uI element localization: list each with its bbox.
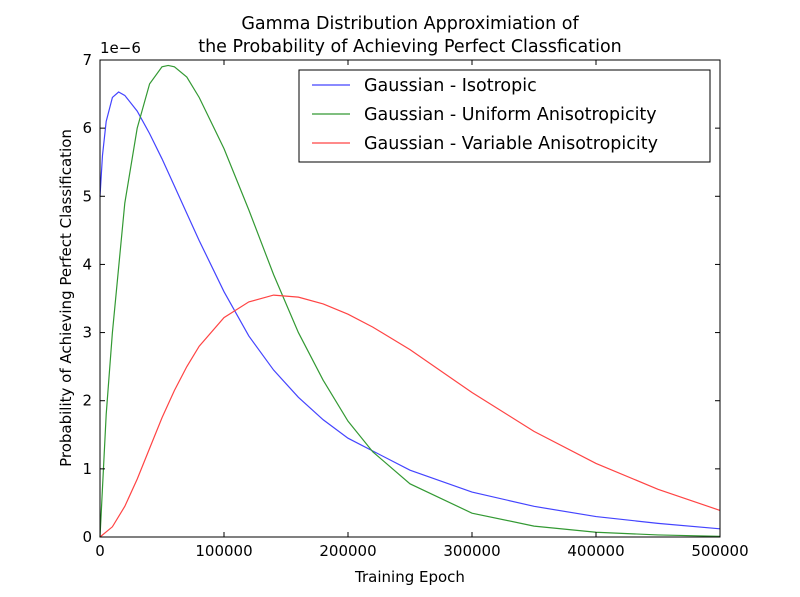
y-offset-label: 1e−6: [100, 39, 141, 57]
legend-label-uniform: Gaussian - Uniform Anisotropicity: [364, 105, 657, 125]
x-axis-label: Training Epoch: [354, 568, 465, 586]
y-tick-label: 7: [82, 51, 92, 69]
x-tick-label: 400000: [567, 542, 624, 560]
y-tick-label: 6: [82, 119, 92, 137]
legend-label-variable: Gaussian - Variable Anisotropicity: [364, 134, 658, 154]
legend: Gaussian - Isotropic Gaussian - Uniform …: [298, 69, 711, 163]
series-line-gaussian-uniform-anisotropicity: [99, 64, 721, 538]
x-tick-label: 0: [95, 542, 105, 560]
x-tick-label: 200000: [319, 542, 376, 560]
y-tick-label: 2: [82, 392, 92, 410]
y-axis-label: Probability of Achieving Perfect Classif…: [57, 129, 75, 467]
x-tick-label: 500000: [691, 542, 748, 560]
legend-box: [298, 69, 711, 163]
y-tick-label: 0: [82, 528, 92, 546]
series-line-gaussian-variable-anisotropicity: [99, 294, 721, 538]
x-tick-label: 100000: [195, 542, 252, 560]
plot-frame: [99, 59, 721, 538]
chart-title-line-2: the Probability of Achieving Perfect Cla…: [198, 37, 622, 57]
chart-title-line-1: Gamma Distribution Approximiation of: [241, 14, 579, 34]
y-tick-label: 5: [82, 187, 92, 205]
legend-label-isotropic: Gaussian - Isotropic: [364, 76, 537, 96]
y-tick-label: 3: [82, 324, 92, 342]
series-line-gaussian-isotropic: [99, 91, 721, 530]
y-tick-label: 4: [82, 255, 92, 273]
tick-layer: 0 100000 200000 300000 400000 500000 0 1 2 3 4 5 6 7: [82, 51, 748, 560]
series-layer: [99, 64, 721, 538]
x-tick-label: 300000: [443, 542, 500, 560]
y-tick-label: 1: [82, 460, 92, 478]
